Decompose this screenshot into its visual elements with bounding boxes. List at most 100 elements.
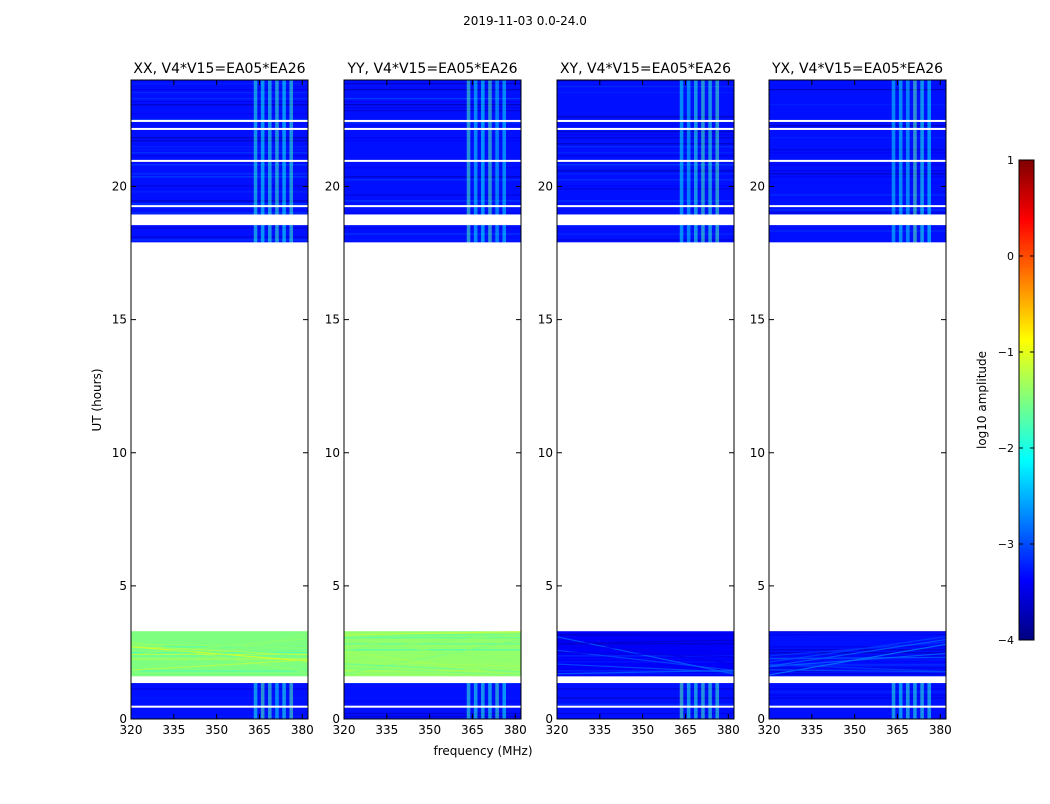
data-texture-row	[769, 203, 946, 205]
data-texture-row	[344, 715, 521, 718]
data-texture-row	[557, 200, 734, 202]
panel-title: YX, V4*V15=EA05*EA26	[771, 61, 943, 77]
data-texture-row	[131, 239, 308, 241]
data-texture-row	[769, 661, 946, 663]
data-texture-row	[131, 149, 308, 151]
data-texture-row	[131, 98, 308, 100]
data-texture-row	[131, 212, 308, 214]
data-texture-row	[769, 155, 946, 157]
y-tick-label: 20	[538, 180, 553, 194]
y-tick-label: 5	[545, 579, 553, 593]
data-texture-row	[344, 239, 521, 241]
flagged-line	[557, 705, 734, 708]
data-texture-row	[557, 643, 734, 645]
data-texture-row	[131, 658, 308, 660]
low-band-streak	[768, 669, 947, 673]
rfi-channel	[920, 679, 924, 719]
colorbar-tick-label: −4	[998, 634, 1014, 647]
low-band-streak	[768, 638, 947, 667]
data-texture-row	[557, 143, 734, 145]
flagged-line	[344, 205, 521, 208]
data-texture-row	[344, 194, 521, 196]
data-texture-row	[557, 164, 734, 166]
colorbar-tick-label: −2	[998, 442, 1014, 455]
y-tick-label: 15	[538, 313, 553, 327]
data-texture-row	[769, 194, 946, 196]
x-tick-label: 350	[631, 723, 654, 737]
flagged-line	[769, 159, 946, 162]
data-texture-row	[557, 658, 734, 660]
rfi-channel	[715, 679, 720, 719]
low-band-streak	[130, 638, 309, 656]
y-tick-label: 20	[750, 180, 765, 194]
flagged-line	[769, 127, 946, 130]
data-texture-row	[769, 694, 946, 696]
axes-frame	[768, 79, 947, 720]
data-texture-row	[344, 643, 521, 645]
rfi-channel	[253, 679, 258, 719]
y-tick-label: 0	[119, 712, 127, 726]
low-band-streak	[556, 639, 735, 645]
x-tick-label: 380	[717, 723, 740, 737]
data-texture-row	[769, 631, 946, 633]
data-texture-row	[344, 83, 521, 85]
data-texture-row	[769, 697, 946, 699]
data-texture-row	[131, 200, 308, 202]
data-texture-row	[131, 670, 308, 672]
data-texture-row	[769, 95, 946, 97]
data-texture-row	[344, 122, 521, 124]
data-texture-row	[131, 152, 308, 154]
low-band-streak	[130, 643, 309, 649]
data-texture-row	[131, 185, 308, 187]
data-texture-row	[131, 697, 308, 699]
data-block-0	[769, 679, 946, 719]
data-texture-row	[769, 164, 946, 166]
flagged-gap	[131, 676, 308, 684]
y-tick-label: 15	[112, 313, 127, 327]
data-texture-row	[131, 188, 308, 190]
low-band-streak	[556, 669, 735, 675]
data-texture-row	[769, 170, 946, 172]
low-band-streak	[556, 649, 735, 671]
y-tick-label: 20	[112, 180, 127, 194]
flagged-line	[131, 205, 308, 208]
low-band-streak	[130, 641, 309, 673]
flagged-line	[557, 159, 734, 162]
data-texture-row	[131, 83, 308, 85]
rfi-channel	[481, 679, 485, 719]
rfi-channel	[473, 679, 478, 719]
low-band-streak	[768, 663, 947, 673]
x-tick-label: 365	[461, 723, 484, 737]
colorbar-tick-label: −3	[998, 538, 1014, 551]
data-texture-row	[344, 212, 521, 214]
data-texture-row	[131, 140, 308, 142]
data-texture-row	[131, 92, 308, 94]
rfi-channel	[891, 679, 896, 719]
spectrogram-panel-xx: XX, V4*V15=EA05*EA26 320 335 350 365 380 0 5 10 1…	[112, 61, 314, 737]
axes-frame	[556, 79, 735, 720]
x-axis-label: frequency (MHz)	[433, 744, 532, 758]
data-texture-row	[344, 137, 521, 139]
x-tick-label: 365	[248, 723, 271, 737]
data-texture-row	[557, 92, 734, 94]
x-tick-label: 365	[674, 723, 697, 737]
low-band-streak	[343, 667, 522, 676]
panel-title: YY, V4*V15=EA05*EA26	[346, 61, 517, 77]
x-tick-label: 335	[588, 723, 611, 737]
rfi-channel	[275, 679, 279, 719]
colorbar-label: log10 amplitude	[975, 351, 989, 449]
data-texture-row	[131, 173, 308, 175]
data-texture-row	[557, 86, 734, 88]
data-texture-row	[557, 131, 734, 133]
flagged-gap	[769, 214, 946, 226]
data-texture-row	[557, 640, 734, 642]
y-tick-label: 10	[538, 446, 553, 460]
data-texture-row	[769, 125, 946, 127]
colorbar: 1 0 −1 −2 −3 −4 log10 amplitude	[975, 154, 1035, 647]
rfi-channel	[906, 679, 910, 719]
low-band-streak	[130, 649, 309, 655]
data-texture-row	[344, 200, 521, 202]
data-texture-row	[131, 113, 308, 115]
data-texture-row	[557, 661, 734, 663]
data-texture-row	[344, 233, 521, 235]
